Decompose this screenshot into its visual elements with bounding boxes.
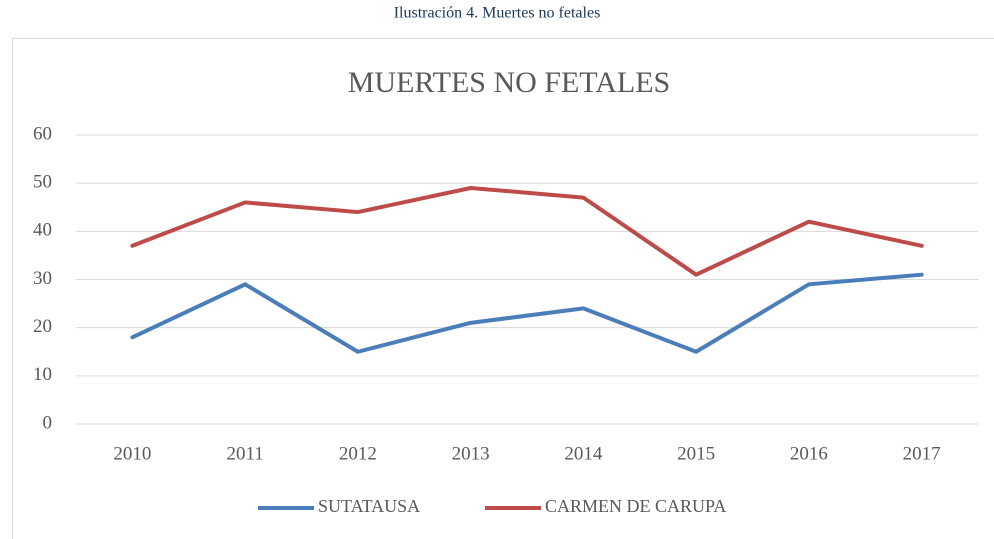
chart-title: MUERTES NO FETALES [348,66,670,99]
y-tick-label: 40 [33,220,52,241]
legend-label: CARMEN DE CARUPA [545,496,726,516]
x-tick-label: 2017 [903,443,941,464]
x-tick-label: 2014 [564,443,603,464]
x-tick-label: 2015 [677,443,715,464]
x-tick-label: 2011 [226,443,263,464]
x-tick-label: 2010 [113,443,151,464]
y-tick-label: 30 [33,268,52,289]
chart-border [12,38,994,539]
y-tick-label: 60 [33,123,52,144]
caption: Ilustración 4. Muertes no fetales [394,5,601,22]
y-tick-label: 50 [33,172,52,193]
legend-label: SUTATAUSA [318,496,420,516]
y-tick-label: 20 [33,316,52,337]
x-tick-label: 2016 [790,443,828,464]
x-tick-label: 2012 [339,443,377,464]
y-tick-label: 10 [33,364,52,385]
y-tick-label: 0 [43,412,53,433]
series-line [130,185,924,277]
series-line [130,272,924,354]
x-tick-label: 2013 [452,443,490,464]
